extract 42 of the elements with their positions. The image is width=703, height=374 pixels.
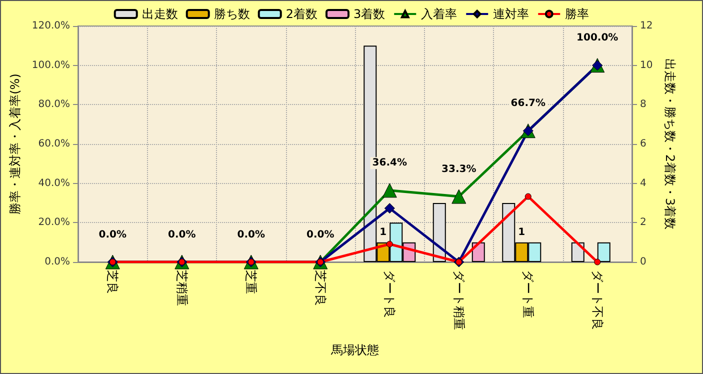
legend-label: 2着数 (286, 7, 318, 21)
data-label: 66.7% (510, 98, 546, 110)
data-label: 36.4% (372, 158, 407, 169)
y-axis-title: 勝率・連対率・入着率(%) (8, 74, 22, 214)
x-axis-title: 馬場状態 (330, 343, 380, 357)
y-tick-label: 80.0% (38, 99, 70, 110)
x-tick-label: ダート重 (521, 270, 536, 318)
x-tick-label: 芝重 (244, 270, 258, 294)
legend-label: 出走数 (142, 7, 178, 21)
legend-label: 勝率 (565, 7, 590, 21)
legend-label: 入着率 (421, 7, 458, 21)
y2-tick-label: 6 (640, 138, 646, 150)
y-tick-label: 20.0% (38, 217, 70, 228)
data-label: 100.0% (576, 32, 618, 44)
legend-label: 勝ち数 (214, 7, 250, 21)
x-tick-label: 芝不良 (313, 270, 328, 306)
data-label: 1 (518, 226, 526, 238)
data-label: 0.0% (306, 229, 334, 240)
y-tick-label: 60.0% (38, 138, 70, 150)
x-tick-label: 芝稍重 (174, 270, 189, 306)
y2-tick-label: 8 (640, 99, 646, 110)
legend-label: 連対率 (493, 7, 530, 21)
y-tick-label: 0.0% (44, 256, 70, 268)
data-label: 0.0% (168, 229, 196, 240)
x-tick-label: ダート良 (382, 270, 397, 318)
x-tick-label: 芝良 (106, 270, 120, 294)
y-tick-label: 120.0% (32, 20, 70, 32)
y2-tick-label: 0 (640, 256, 646, 268)
data-label: 33.3% (442, 164, 476, 175)
x-tick-label: ダート稍重 (452, 270, 466, 330)
y2-tick-label: 10 (640, 60, 653, 71)
y-tick-label: 100.0% (32, 60, 70, 71)
legend-label: 3着数 (354, 7, 386, 21)
data-label: 1 (380, 226, 387, 238)
y2-axis-title: 出走数・勝ち数・2着数・3着数 (663, 58, 677, 230)
y-tick-label: 40.0% (38, 178, 70, 189)
y2-tick-label: 12 (640, 20, 653, 32)
data-label: 0.0% (237, 229, 266, 240)
y2-tick-label: 4 (640, 178, 646, 189)
y2-tick-label: 2 (640, 217, 646, 228)
data-label: 0.0% (98, 229, 127, 240)
x-tick-label: ダート不良 (590, 270, 604, 330)
